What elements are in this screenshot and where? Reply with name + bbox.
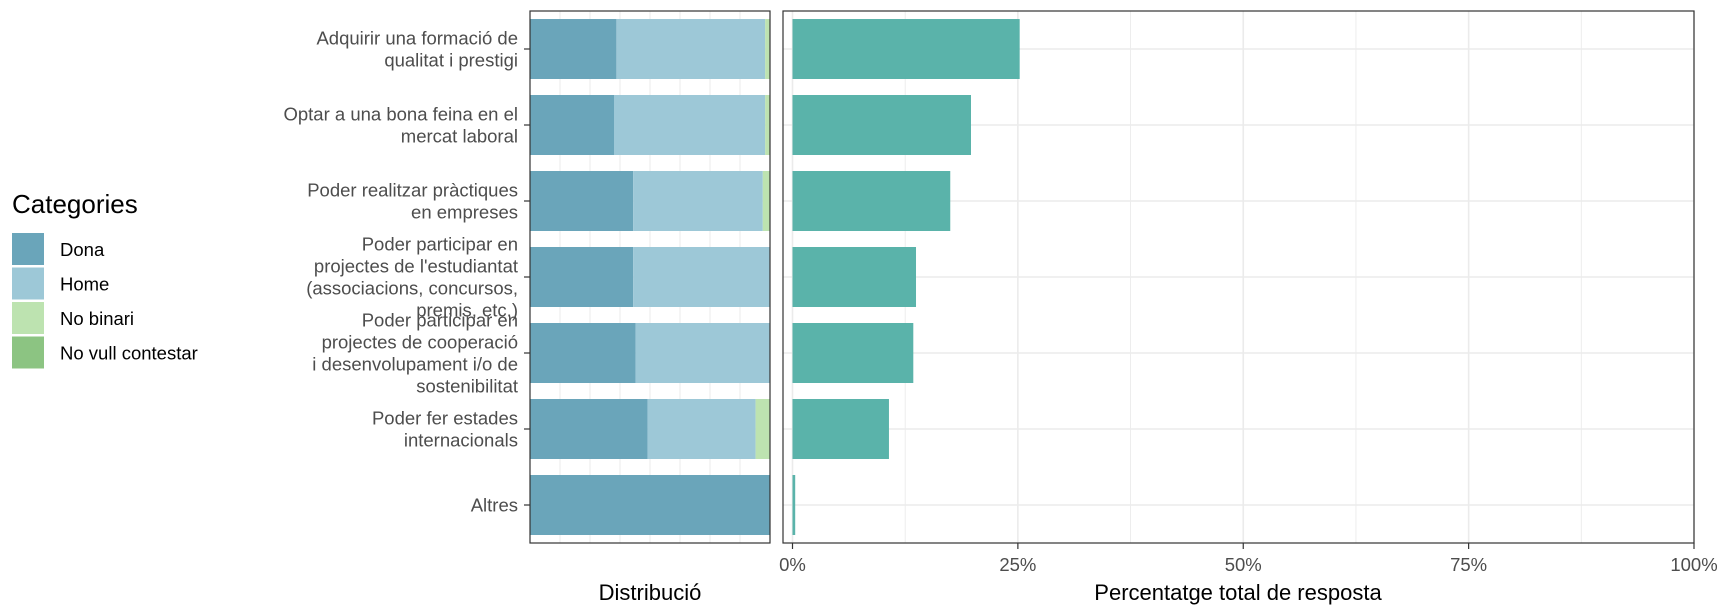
legend-label: No vull contestar [60,343,198,364]
total-panel: 0% 25% 50% 75% 100% Percentatge total de res… [779,10,1718,605]
distribution-bar-segment [762,171,770,231]
distribution-bar-segment [635,323,770,383]
distribution-bar-segment [530,323,636,383]
distribution-bar-segment [530,475,770,535]
distribution-bar-segment [530,399,648,459]
distribution-bar-segment [647,399,756,459]
distribution-bar-segment [616,19,766,79]
total-bar [792,475,796,535]
legend-label: Dona [60,239,105,260]
distribution-bar-segment [530,19,617,79]
legend: Categories Dona Home No binari No vull cont… [12,189,198,369]
category-label: Poder realitzar pràctiques en empreses [307,180,518,223]
total-bar [792,19,1020,79]
x-tick-label: 0% [779,554,806,575]
category-label: Poder participar en projectes de l'estudi… [306,234,518,321]
distribution-bar-segment [765,95,770,155]
distribution-bar-segment [530,247,634,307]
total-bar [792,323,914,383]
category-label: Adquirir una formació de qualitat i prest… [316,28,518,71]
total-bar [792,95,971,155]
category-label: Poder participar en projectes de cooperac… [312,310,518,397]
total-panel-border [782,10,1695,544]
distribution-bar-segment [530,171,634,231]
distribution-bar-segment [633,247,770,307]
x-tick-label: 75% [1450,554,1487,575]
legend-label: No binari [60,308,134,329]
x-tick-label: 100% [1670,554,1717,575]
distribution-panel: Adquirir una formació de qualitat i prest… [283,10,771,605]
legend-title: Categories [12,189,138,219]
distribution-axis-title: Distribució [599,580,702,605]
distribution-bar-segment [755,399,770,459]
distribution-bar-segment [614,95,766,155]
distribution-bar-segment [633,171,763,231]
total-bar [792,247,917,307]
total-bar [792,399,889,459]
total-axis-title: Percentatge total de resposta [1094,580,1382,605]
legend-swatch [12,233,44,265]
x-tick-label: 25% [999,554,1036,575]
legend-swatch [12,267,44,300]
distribution-bar-segment [765,19,770,79]
category-label: Poder fer estades internacionals [372,408,518,451]
category-label: Altres [471,495,518,516]
legend-swatch [12,336,44,369]
total-bar [792,171,951,231]
category-label: Optar a una bona feina en el mercat labor… [283,104,518,147]
legend-label: Home [60,274,109,295]
distribution-bar-segment [530,95,614,155]
legend-swatch [12,302,44,334]
x-tick-label: 50% [1225,554,1262,575]
